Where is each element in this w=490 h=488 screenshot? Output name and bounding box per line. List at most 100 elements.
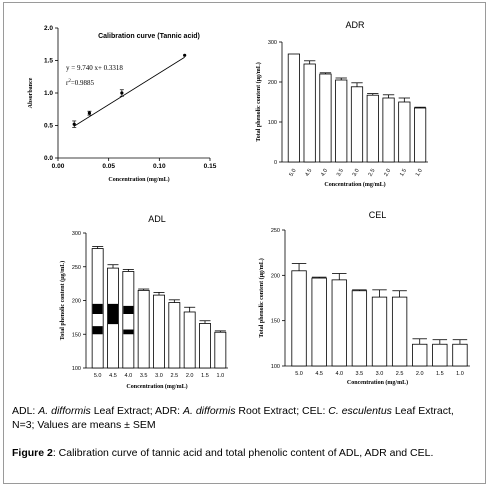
adl-x-tick-label: 5.0: [94, 373, 102, 379]
adr-y-tick-label: 300: [268, 40, 277, 46]
adl-bar: [153, 294, 165, 369]
adr-x-tick-label: 3.5: [336, 168, 345, 178]
cal-y-axis-label: Absorbance: [28, 77, 34, 108]
cal-x-tick-label: 0.05: [102, 163, 115, 170]
adl-title: ADL: [148, 214, 166, 224]
adr-y-tick-label: 100: [268, 120, 277, 126]
adr-x-axis-label: Concentration (mg/mL): [324, 181, 385, 188]
cal-x-tick-label: 0.15: [204, 163, 217, 170]
cel-bar: [331, 279, 347, 367]
adl-bar-fill-block: [107, 303, 119, 325]
adl-y-tick-label: 100: [72, 366, 81, 372]
adr-bar: [335, 79, 348, 163]
cel-x-tick-label: 4.5: [315, 371, 323, 377]
adr-x-tick-label: 3.0: [352, 168, 361, 178]
cel-x-tick-label: 3.0: [376, 371, 384, 377]
cal-x-tick-label: 0.10: [153, 163, 166, 170]
adr-bar: [303, 63, 316, 163]
figure-frame: [3, 2, 486, 484]
cel-y-tick-label: 150: [271, 319, 280, 325]
cel-x-tick-label: 4.0: [335, 371, 343, 377]
adl-bar: [122, 271, 135, 369]
adl-x-tick-label: 4.5: [109, 373, 117, 379]
adl-y-tick-label: 250: [72, 265, 81, 271]
cel-y-tick-label: 200: [271, 273, 280, 279]
adr-x-tick-label: 1.0: [415, 168, 424, 178]
cel-x-tick-label: 2.5: [396, 371, 404, 377]
adr-x-tick-label: 5.0: [289, 168, 298, 178]
cel-bar: [391, 296, 408, 367]
adr-bar: [366, 94, 379, 163]
cel-y-tick-label: 250: [271, 228, 280, 234]
cal-y-tick-label: 1.5: [44, 58, 53, 65]
cal-data-point: [120, 91, 124, 95]
legend-adl-abbr: ADL:: [12, 405, 39, 417]
cel-x-tick-label: 1.5: [436, 371, 444, 377]
cal-equation: y = 9.740 x+ 0.3318: [66, 64, 123, 72]
adl-x-tick-label: 1.0: [217, 373, 225, 379]
calibration-chart: 0.0 0.5 1.0 1.5 2.0 0.00 0.05 0.10 0.15 Concentra…: [28, 25, 217, 183]
adl-bar-fill-block: [123, 305, 134, 314]
adl-bar-chart: 100 150 200 250 300 ADL Total phenolic content…: [59, 214, 228, 390]
cal-y-tick-label: 0.5: [44, 123, 53, 130]
adl-y-axis-label: Total phenolic content (µg/mL): [59, 261, 66, 340]
cel-title: CEL: [369, 210, 387, 220]
adr-x-tick-label: 1.5: [399, 168, 408, 178]
adr-title: ADR: [345, 20, 365, 30]
cel-y-tick-label: 100: [271, 364, 280, 370]
cal-r-squared: r2=0.9885: [66, 79, 95, 87]
adl-bar: [214, 331, 227, 369]
adr-bar: [287, 53, 300, 163]
cal-fit-line: [74, 56, 185, 127]
cel-x-tick-label: 5.0: [295, 371, 303, 377]
adl-x-tick-label: 1.5: [201, 373, 209, 379]
cel-bar: [452, 343, 468, 367]
adr-x-tick-label: 2.0: [383, 168, 392, 178]
adr-bar: [350, 86, 364, 163]
cal-y-tick-label: 1.0: [44, 90, 53, 97]
adr-bar: [414, 107, 427, 163]
legend-adl-species: A. difformis: [38, 405, 91, 417]
cal-data-point: [183, 53, 187, 57]
adl-x-tick-label: 3.5: [140, 373, 148, 379]
cel-x-axis-label: Concentration (mg/mL): [347, 379, 408, 386]
cel-bar: [311, 277, 327, 367]
cal-title: Calibration curve (Tannic acid): [98, 33, 200, 40]
figure-caption: Figure 2: Calibration curve of tannic ac…: [12, 446, 478, 460]
cel-bar-chart: 100 150 200 250 CEL Total phenolic content (µ…: [258, 210, 470, 386]
cel-bar: [371, 296, 388, 367]
adl-y-tick-label: 200: [72, 299, 81, 305]
legend-adl-rest: Leaf Extract; ADR:: [90, 405, 183, 417]
cel-x-tick-label: 2.0: [416, 371, 424, 377]
legend-cel-rest: Leaf Extract, N=3; Values are means ± SE…: [12, 405, 454, 431]
cel-bar: [351, 290, 368, 367]
adr-x-tick-label: 4.5: [304, 168, 313, 178]
legend-adr-species: A. difformis: [182, 405, 236, 417]
adl-bar-fill-block: [92, 303, 103, 314]
cel-bar: [412, 343, 428, 367]
adl-bar-fill-block: [92, 326, 103, 335]
cal-data-point: [87, 111, 92, 115]
adl-x-tick-label: 4.0: [125, 373, 133, 379]
cal-data-point: [72, 122, 76, 126]
cel-x-tick-label: 3.5: [356, 371, 364, 377]
adr-y-tick-label: 200: [268, 80, 277, 86]
adl-bar: [168, 302, 181, 369]
cel-bar: [291, 270, 307, 367]
adr-bar: [398, 101, 411, 163]
adl-bar: [199, 323, 211, 369]
cel-x-tick-label: 1.0: [456, 371, 464, 377]
adl-y-tick-label: 300: [72, 231, 81, 237]
adl-bar: [137, 289, 150, 369]
caption-label: Figure 2: [12, 447, 53, 459]
adl-x-axis-label: Concentration (mg/mL): [126, 383, 187, 390]
adr-bar-chart: 0 100 200 300 ADR Total phenolic content (µg/…: [255, 20, 428, 188]
cal-y-tick-label: 0.0: [44, 155, 53, 162]
adl-x-tick-label: 2.5: [171, 373, 179, 379]
adl-bar: [183, 311, 196, 369]
cal-x-axis-label: Concentration (mg/mL): [108, 176, 169, 183]
cal-y-tick-label: 2.0: [44, 25, 53, 32]
adr-bar: [382, 97, 395, 163]
adl-y-tick-label: 150: [72, 332, 81, 338]
cel-y-axis-label: Total phenolic content (µg/mL): [258, 258, 265, 337]
